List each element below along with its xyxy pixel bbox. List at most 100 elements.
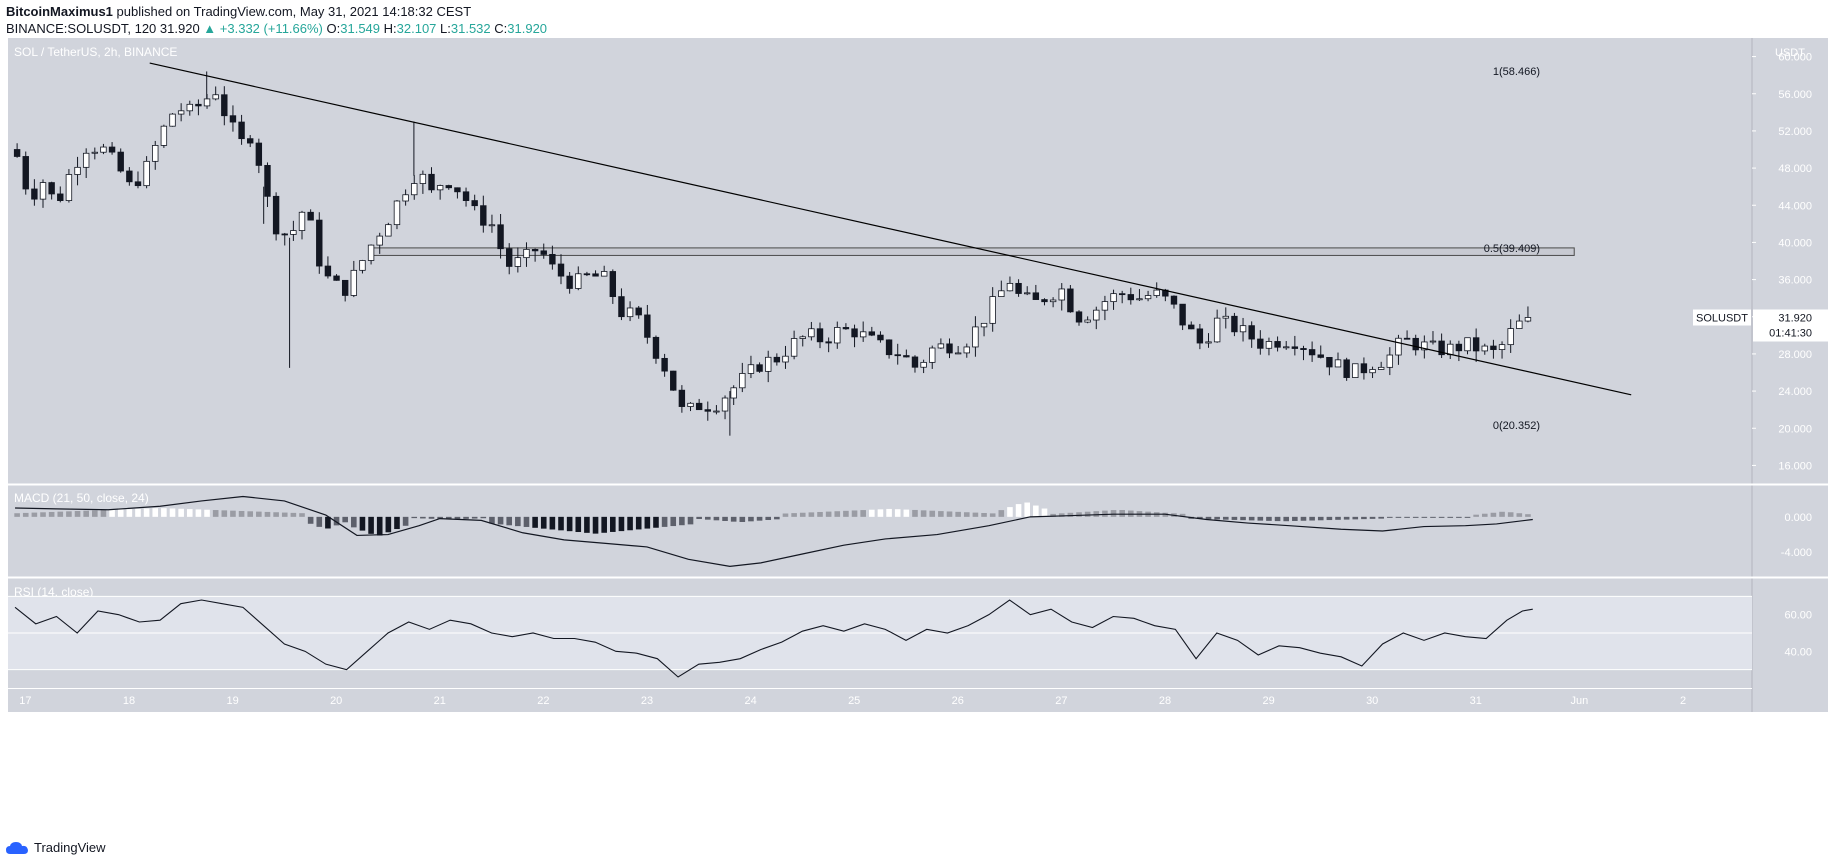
time-tick-label: 19 <box>226 695 238 707</box>
candle-body <box>1257 338 1264 349</box>
macd-bar <box>575 516 582 533</box>
macd-bar <box>1007 507 1013 517</box>
candle-body <box>557 263 565 277</box>
macd-bar <box>1283 516 1290 522</box>
candle-body <box>592 273 599 277</box>
macd-bar <box>325 516 331 529</box>
candle-body <box>506 248 513 267</box>
macd-bar <box>963 512 970 517</box>
macd-bar <box>376 516 383 536</box>
time-tick-label: 24 <box>744 695 756 707</box>
candle-body <box>808 328 815 338</box>
candle-body <box>393 200 401 226</box>
candle-body <box>264 165 271 197</box>
author-name[interactable]: BitcoinMaximus1 <box>6 4 113 19</box>
macd-bar <box>1430 516 1436 518</box>
candle-body <box>946 343 953 354</box>
macd-bar <box>1499 511 1505 517</box>
candle-body <box>497 224 504 250</box>
candle-body <box>1464 337 1471 352</box>
candle-body <box>1481 345 1488 352</box>
candle-body <box>877 334 884 341</box>
candle-body <box>1412 337 1419 351</box>
candle-body <box>341 279 349 296</box>
macd-bar <box>1387 516 1393 518</box>
macd-bar <box>307 516 314 524</box>
candle-body <box>1213 317 1221 343</box>
candle-body <box>540 250 547 255</box>
fib-level-label: 1(58.466) <box>1493 66 1540 78</box>
macd-bar <box>998 510 1005 517</box>
candle-body <box>203 98 211 107</box>
candle-body <box>1144 295 1152 300</box>
candle-body <box>842 327 850 330</box>
candle-body <box>1334 359 1342 368</box>
macd-bar <box>1317 516 1324 521</box>
candle-body <box>1101 301 1109 311</box>
rsi-pane-title: RSI (14, close) <box>14 585 93 599</box>
candle-body <box>290 230 297 235</box>
candle-body <box>480 205 487 226</box>
macd-bar <box>1300 516 1307 521</box>
candle-body <box>126 170 133 183</box>
candle-body <box>704 409 711 412</box>
symbol-text: BINANCE:SOLUSDT, 120 <box>6 21 157 36</box>
candle-body <box>695 402 703 411</box>
macd-bar <box>670 516 677 527</box>
macd-bar <box>256 511 262 517</box>
publisher-line: BitcoinMaximus1 published on TradingView… <box>6 4 471 19</box>
candle-body <box>247 138 254 144</box>
macd-bar <box>1292 516 1298 521</box>
macd-bar <box>152 508 159 517</box>
candle-body <box>82 152 90 168</box>
macd-bar <box>843 510 849 517</box>
candle-body <box>885 339 893 356</box>
candle-body <box>790 338 798 357</box>
macd-bar <box>463 516 469 519</box>
macd-bar <box>722 516 728 521</box>
last-price: 31.920 <box>159 21 200 36</box>
macd-bar <box>230 510 236 517</box>
macd-bar <box>342 516 348 523</box>
macd-bar <box>48 511 55 517</box>
macd-bar <box>1507 512 1514 517</box>
macd-bar <box>1473 514 1479 517</box>
macd-bar <box>316 516 323 527</box>
candle-body <box>22 156 29 190</box>
candle-body <box>436 185 444 191</box>
open-value: 31.549 <box>340 21 381 36</box>
candle-body <box>1136 298 1143 301</box>
high-value: 32.107 <box>396 21 437 36</box>
candle-body <box>488 224 496 227</box>
macd-bar <box>756 516 763 521</box>
macd-bar <box>523 516 530 527</box>
macd-tick-label: 0.000 <box>1784 512 1812 524</box>
macd-bar <box>618 516 625 532</box>
candle-body <box>1067 288 1074 313</box>
candle-body <box>1524 317 1532 322</box>
candle-body <box>972 326 979 348</box>
macd-bar <box>817 511 823 517</box>
macd-bar <box>627 516 633 531</box>
macd-bar <box>799 512 806 517</box>
candle-body <box>980 322 988 328</box>
macd-bar <box>281 512 288 517</box>
candle-body <box>143 160 150 187</box>
macd-bar <box>1084 511 1091 517</box>
macd-bar <box>161 508 167 517</box>
high-label: H: <box>383 21 397 36</box>
candle-body <box>195 103 202 107</box>
price-tick-label: 28.000 <box>1778 349 1812 361</box>
macd-bar <box>929 510 936 517</box>
macd-bar <box>808 512 815 517</box>
macd-bar <box>1326 516 1333 521</box>
symbol-tag-text: SOLUSDT <box>1696 312 1748 324</box>
macd-bar <box>31 512 38 517</box>
tradingview-logo[interactable]: TradingView <box>6 840 106 855</box>
candle-body <box>471 200 478 207</box>
macd-bar <box>748 516 754 522</box>
macd-bar <box>566 516 573 532</box>
macd-bar <box>1119 510 1125 517</box>
macd-bar <box>1456 516 1462 518</box>
